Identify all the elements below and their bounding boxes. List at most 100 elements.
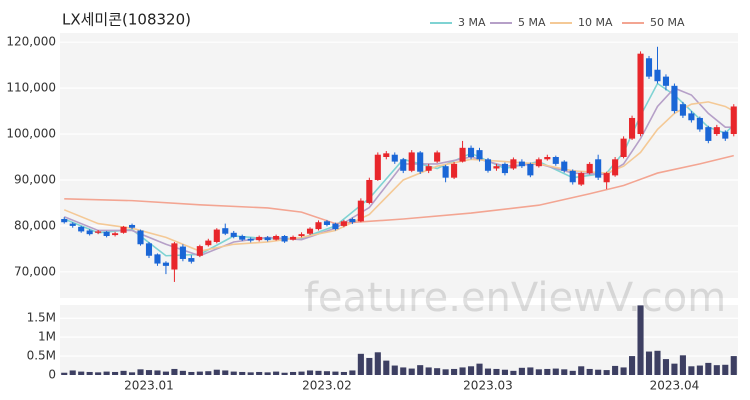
candle-body (417, 152, 424, 172)
candle-body (391, 154, 398, 162)
candle-body (527, 163, 534, 176)
volume-bar (501, 369, 508, 375)
volume-bar (612, 365, 619, 375)
candle-body (722, 131, 729, 139)
candle-body (145, 243, 153, 256)
volume-bar (484, 368, 492, 375)
volume-bar (256, 371, 263, 375)
volume-bar (713, 365, 720, 375)
candle-body (298, 234, 305, 236)
chart-title: LX세미콘(108320) (62, 11, 191, 29)
candle-body (425, 166, 432, 171)
candle-body (569, 170, 576, 183)
volume-bar (434, 368, 441, 375)
candle-body (239, 235, 246, 240)
volume-bar (637, 305, 644, 375)
volume-bar (527, 367, 534, 375)
candle-body (595, 159, 602, 178)
volume-bar (213, 369, 220, 375)
candle-body (188, 258, 195, 262)
volume-bar (417, 365, 424, 375)
volume-bar (603, 370, 610, 375)
candle-body (374, 154, 381, 180)
candle-body (162, 262, 169, 266)
volume-bar (645, 351, 653, 375)
candle-body (112, 233, 119, 236)
volume-bar (315, 370, 322, 375)
candle-body (467, 147, 475, 158)
volume-bar (179, 370, 186, 375)
candle-body (544, 157, 551, 160)
candle-body (290, 236, 297, 240)
volume-bar (679, 355, 686, 375)
candle-body (213, 229, 220, 242)
volume-bar (349, 370, 356, 375)
volume-bar (629, 356, 636, 375)
candle-body (451, 163, 458, 178)
y-tick-label: 100,000 (6, 127, 56, 141)
candle-body (222, 228, 229, 234)
x-tick-label: 2023.02 (302, 379, 352, 393)
volume-bar (290, 371, 297, 375)
x-tick-label: 2023.01 (124, 379, 174, 393)
volume-bar (112, 371, 119, 375)
volume-bar (264, 372, 271, 375)
candle-body (408, 152, 415, 171)
volume-bar (467, 366, 475, 375)
candle-body (78, 226, 85, 232)
candle-body (484, 159, 492, 171)
candle-body (154, 254, 161, 264)
volume-tick-label: 0.5M (27, 349, 56, 363)
volume-plot-bg (60, 305, 738, 375)
candle-body (535, 159, 542, 167)
volume-bar (247, 372, 254, 375)
volume-bar (688, 366, 695, 375)
candle-body (86, 230, 93, 235)
candle-body (586, 163, 593, 174)
volume-bar (137, 369, 144, 375)
candle-body (510, 159, 517, 169)
candle-body (645, 58, 653, 77)
candle-body (459, 147, 466, 162)
candle-body (61, 219, 68, 223)
volume-bar (103, 371, 110, 375)
volume-bar (357, 353, 364, 375)
volume-bar (366, 357, 373, 375)
candle-body (493, 166, 500, 169)
candle-body (383, 153, 390, 158)
volume-bar (476, 363, 483, 375)
candle-body (69, 223, 76, 226)
volume-bar (671, 363, 678, 375)
volume-bar (128, 372, 136, 375)
candle-body (357, 200, 364, 222)
candle-body (366, 179, 373, 203)
volume-bar (69, 370, 76, 375)
x-tick-label: 2023.03 (463, 379, 513, 393)
volume-bar (391, 365, 398, 375)
volume-bar (171, 368, 178, 375)
candle-body (349, 219, 356, 223)
volume-bar (400, 367, 407, 375)
volume-bar (705, 362, 712, 375)
candle-body (578, 173, 585, 185)
candle-body (120, 226, 127, 233)
candle-body (247, 238, 254, 241)
volume-bar (86, 371, 93, 375)
candle-body (688, 113, 695, 121)
candle-body (679, 104, 686, 116)
volume-bar (298, 371, 305, 375)
candle-body (561, 161, 568, 171)
volume-tick-label: 1.5M (27, 311, 56, 325)
volume-bar (510, 370, 517, 375)
candle-body (637, 53, 644, 135)
candle-body (205, 240, 212, 246)
volume-bar (145, 370, 153, 375)
y-tick-label: 110,000 (6, 81, 56, 95)
candle-body (629, 117, 636, 139)
volume-bar (518, 367, 525, 375)
candle-body (603, 173, 610, 183)
volume-bar (95, 372, 102, 375)
candle-body (95, 231, 102, 233)
volume-bar (586, 368, 593, 375)
candle-body (137, 230, 144, 245)
